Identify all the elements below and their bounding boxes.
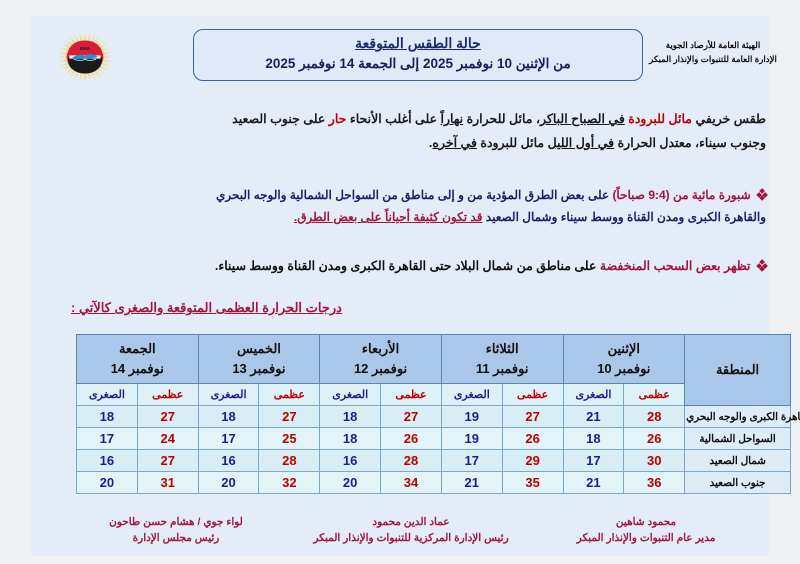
svg-text:EMA: EMA: [80, 46, 91, 51]
